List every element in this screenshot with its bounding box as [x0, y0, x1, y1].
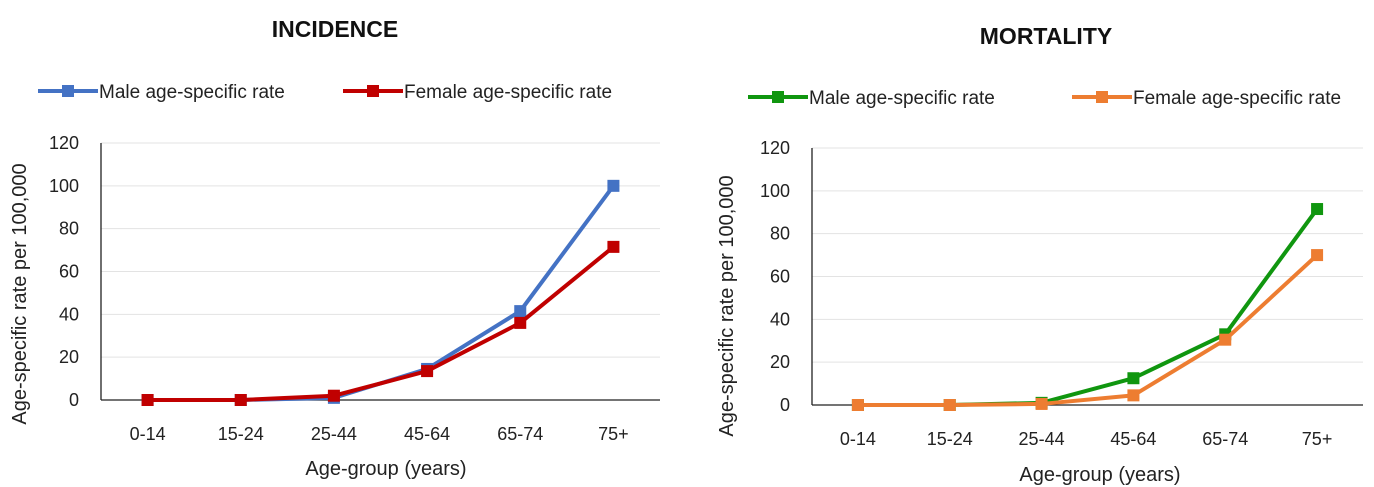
- y-tick-label: 20: [770, 352, 790, 372]
- data-point-marker: [514, 316, 527, 329]
- series-group: [141, 179, 620, 406]
- legend-marker: [62, 85, 74, 97]
- x-tick-label: 25-44: [311, 424, 357, 444]
- x-tick-label: 45-64: [1110, 429, 1156, 449]
- legend-marker: [772, 91, 784, 103]
- x-tick-label: 15-24: [927, 429, 973, 449]
- y-tick-label: 40: [59, 304, 79, 324]
- x-axis-label: Age-group (years): [305, 458, 466, 480]
- data-point-marker: [327, 389, 340, 402]
- x-axis-ticks: 0-14 15-24 25-44 45-64 65-74 75+: [840, 429, 1332, 449]
- y-tick-label: 0: [69, 390, 79, 410]
- series-line: [855, 207, 1320, 407]
- mortality-chart: MORTALITY Male age-specific rate Female a…: [716, 23, 1363, 486]
- x-tick-label: 75+: [1302, 429, 1333, 449]
- data-point-marker: [1311, 203, 1324, 216]
- series-line: [145, 183, 616, 402]
- data-point-marker: [234, 394, 247, 406]
- y-tick-label: 100: [760, 181, 790, 201]
- incidence-chart-panel: INCIDENCE Male age-specific rate Female a…: [9, 16, 660, 480]
- x-tick-label: 15-24: [218, 424, 264, 444]
- y-axis-ticks: 0 20 40 60 80 100 120: [760, 138, 790, 415]
- series-line: [145, 244, 616, 402]
- legend-label: Female age-specific rate: [404, 82, 612, 103]
- y-tick-label: 100: [49, 176, 79, 196]
- chart-title: MORTALITY: [980, 23, 1112, 49]
- grid-lines: [811, 147, 1363, 406]
- x-tick-label: 65-74: [497, 424, 543, 444]
- legend-label: Female age-specific rate: [1133, 88, 1341, 109]
- mortality-chart-panel: MORTALITY Male age-specific rate Female a…: [690, 0, 1374, 487]
- x-tick-label: 75+: [598, 424, 629, 444]
- x-tick-label: 0-14: [130, 424, 166, 444]
- data-point-marker: [1035, 397, 1048, 410]
- data-point-marker: [943, 399, 956, 411]
- series-line: [855, 253, 1320, 407]
- y-axis-ticks: 0 20 40 60 80 100 120: [49, 133, 79, 410]
- y-tick-label: 120: [760, 138, 790, 158]
- y-tick-label: 60: [59, 262, 79, 282]
- data-point-marker: [1127, 389, 1140, 402]
- grid-lines: [100, 142, 660, 401]
- x-axis-label: Age-group (years): [1019, 464, 1180, 486]
- data-point-marker: [1219, 333, 1232, 346]
- y-tick-label: 20: [59, 347, 79, 367]
- data-point-marker: [851, 399, 864, 411]
- data-point-marker: [141, 394, 154, 406]
- y-tick-label: 120: [49, 133, 79, 153]
- chart-title: INCIDENCE: [272, 16, 399, 42]
- y-axis-label: Age-specific rate per 100,000: [9, 163, 31, 424]
- legend-label: Male age-specific rate: [99, 82, 285, 103]
- legend-marker: [1096, 91, 1108, 103]
- x-tick-label: 25-44: [1019, 429, 1065, 449]
- y-axis-label: Age-specific rate per 100,000: [716, 175, 738, 436]
- y-tick-label: 80: [59, 219, 79, 239]
- incidence-chart: INCIDENCE Male age-specific rate Female a…: [9, 16, 660, 480]
- data-point-marker: [421, 365, 434, 378]
- data-point-marker: [1127, 372, 1140, 385]
- data-point-marker: [514, 305, 527, 318]
- data-point-marker: [1311, 249, 1324, 262]
- x-tick-label: 65-74: [1202, 429, 1248, 449]
- x-tick-label: 0-14: [840, 429, 876, 449]
- chart-legend: Male age-specific rate Female age-specifi…: [748, 88, 1341, 109]
- chart-legend: Male age-specific rate Female age-specifi…: [38, 82, 612, 103]
- x-axis-ticks: 0-14 15-24 25-44 45-64 65-74 75+: [130, 424, 629, 444]
- y-tick-label: 80: [770, 224, 790, 244]
- data-point-marker: [607, 179, 620, 192]
- legend-label: Male age-specific rate: [809, 88, 995, 109]
- y-tick-label: 60: [770, 267, 790, 287]
- y-tick-label: 40: [770, 309, 790, 329]
- legend-marker: [367, 85, 379, 97]
- series-group: [851, 203, 1324, 411]
- x-tick-label: 45-64: [404, 424, 450, 444]
- y-tick-label: 0: [780, 395, 790, 415]
- data-point-marker: [607, 240, 620, 253]
